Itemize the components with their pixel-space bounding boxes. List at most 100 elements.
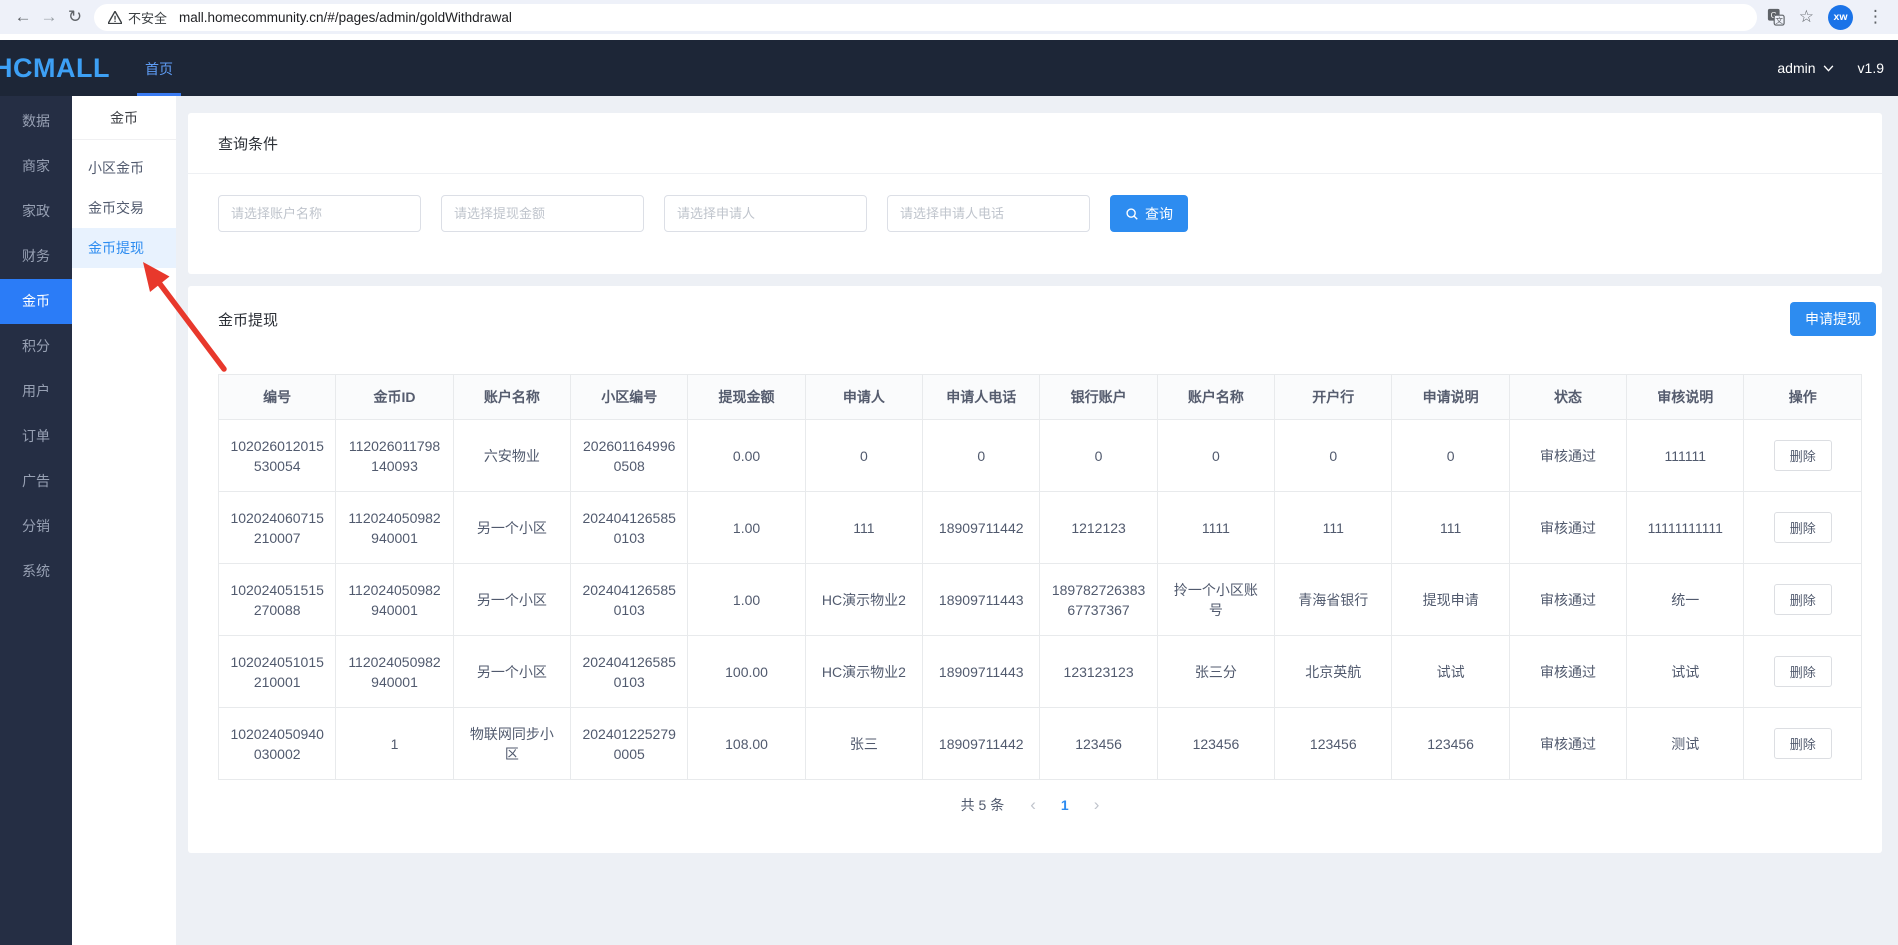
table-cell: 张三 bbox=[804, 707, 924, 780]
sidebar-item[interactable]: 系统 bbox=[22, 563, 50, 579]
submenu-item[interactable]: 小区金币 bbox=[88, 160, 144, 176]
column-header: 银行账户 bbox=[1039, 374, 1158, 420]
table-cell: 102024050940030002 bbox=[217, 707, 337, 780]
browser-menu-icon[interactable]: ⋮ bbox=[1867, 7, 1884, 26]
column-header: 金币ID bbox=[335, 374, 454, 420]
delete-button[interactable]: 删除 bbox=[1773, 440, 1832, 471]
query-input[interactable] bbox=[664, 195, 867, 232]
table-cell: 北京英航 bbox=[1274, 635, 1393, 708]
table-cell: 2026011649960508 bbox=[570, 419, 689, 492]
svg-text:文: 文 bbox=[1775, 15, 1783, 25]
table-cell: 102024051515270088 bbox=[217, 563, 337, 636]
sidebar-item[interactable]: 订单 bbox=[22, 428, 50, 444]
current-page[interactable]: 1 bbox=[1060, 797, 1069, 813]
table-cell: 另一个小区 bbox=[452, 635, 572, 708]
browser-chrome: ← → ↻ 不安全 mall.homecommunity.cn/#/pages/… bbox=[0, 0, 1898, 34]
sidebar-item[interactable]: 积分 bbox=[22, 338, 50, 354]
column-header: 小区编号 bbox=[570, 374, 689, 420]
browser-actions: G 文 ☆ xw ⋮ bbox=[1767, 4, 1888, 30]
prev-page-icon[interactable]: ‹ bbox=[1030, 795, 1036, 814]
query-panel: 查询条件 查询 bbox=[188, 113, 1882, 274]
bookmark-star-icon[interactable]: ☆ bbox=[1798, 7, 1814, 26]
table-cell: 另一个小区 bbox=[452, 563, 572, 636]
table-cell: 112024050982940001 bbox=[335, 635, 454, 708]
translate-icon[interactable]: G 文 bbox=[1767, 8, 1785, 26]
table-cell: 0 bbox=[1039, 419, 1158, 492]
table-cell: 2024041265850103 bbox=[570, 563, 689, 636]
sidebar-item[interactable]: 广告 bbox=[22, 473, 50, 489]
browser-profile-avatar[interactable]: xw bbox=[1828, 4, 1853, 30]
forward-icon[interactable]: → bbox=[40, 7, 58, 26]
secondary-sidebar: 金币 小区金币 金币交易 金币提现 bbox=[72, 96, 176, 945]
table-cell: 2024041265850103 bbox=[570, 635, 689, 708]
query-input[interactable] bbox=[441, 195, 644, 232]
query-input[interactable] bbox=[218, 195, 421, 232]
column-header: 状态 bbox=[1508, 374, 1628, 420]
reload-icon[interactable]: ↻ bbox=[67, 7, 83, 26]
column-header: 提现金额 bbox=[687, 374, 806, 420]
column-header: 账户名称 bbox=[1156, 374, 1276, 420]
submenu-item[interactable]: 金币提现 bbox=[72, 228, 176, 268]
next-page-icon[interactable]: › bbox=[1093, 795, 1100, 814]
table-cell: 审核通过 bbox=[1508, 563, 1628, 636]
table-cell: 123456 bbox=[1156, 707, 1276, 780]
table-cell: 123456 bbox=[1391, 707, 1510, 780]
table-cell: 六安物业 bbox=[452, 419, 572, 492]
sidebar-item[interactable]: 数据 bbox=[22, 113, 50, 129]
total-count-label: 共 5 条 bbox=[960, 797, 1005, 813]
back-icon[interactable]: ← bbox=[14, 7, 32, 26]
table-row: 102026012015530054 112026011798140093 六安物业… bbox=[217, 419, 1862, 492]
sidebar-item[interactable]: 分销 bbox=[22, 518, 50, 534]
table-cell: 111 bbox=[1391, 491, 1510, 564]
table-cell: 统一 bbox=[1626, 563, 1745, 636]
app-header: HCMALL 首页 admin v1.9 bbox=[0, 40, 1898, 96]
table-cell: 1111 bbox=[1156, 491, 1276, 564]
withdraw-panel-title: 金币提现 bbox=[218, 311, 279, 329]
column-header: 账户名称 bbox=[452, 374, 572, 420]
table-cell: 102026012015530054 bbox=[217, 419, 337, 492]
svg-text:G: G bbox=[1770, 11, 1776, 20]
withdraw-panel: 金币提现 申请提现 编号 金币ID 账户名称 小区编号 提现金额 申请人 申请人电话 银行账户… bbox=[188, 286, 1882, 853]
search-button[interactable]: 查询 bbox=[1110, 195, 1188, 232]
table-cell: 2024012252790005 bbox=[570, 707, 689, 780]
query-input[interactable] bbox=[887, 195, 1090, 232]
site-security-chip[interactable]: 不安全 bbox=[108, 8, 167, 27]
submenu-item[interactable]: 金币交易 bbox=[88, 200, 144, 216]
table-cell: 112026011798140093 bbox=[335, 419, 454, 492]
version-label: v1.9 bbox=[1857, 60, 1884, 76]
table-cell: 0.00 bbox=[687, 419, 806, 492]
sidebar-item[interactable]: 家政 bbox=[22, 203, 50, 219]
table-cell-actions: 删除 bbox=[1743, 563, 1862, 636]
table-cell: 108.00 bbox=[687, 707, 806, 780]
column-header: 编号 bbox=[217, 374, 337, 420]
table-cell: 112024050982940001 bbox=[335, 491, 454, 564]
withdraw-table: 编号 金币ID 账户名称 小区编号 提现金额 申请人 申请人电话 银行账户 账户名称 开户行 申请说… bbox=[217, 374, 1862, 780]
table-row: 102024051515270088 112024050982940001 另一个小… bbox=[217, 563, 1862, 636]
user-menu[interactable]: admin bbox=[1777, 60, 1833, 76]
tab-home[interactable]: 首页 bbox=[136, 40, 181, 96]
delete-button[interactable]: 删除 bbox=[1773, 656, 1832, 687]
table-cell: 0 bbox=[1274, 419, 1393, 492]
delete-button[interactable]: 删除 bbox=[1773, 584, 1832, 615]
sidebar-item[interactable]: 用户 bbox=[22, 383, 50, 399]
delete-button[interactable]: 删除 bbox=[1773, 512, 1832, 543]
table-cell: 123456 bbox=[1039, 707, 1158, 780]
delete-button[interactable]: 删除 bbox=[1773, 728, 1832, 759]
search-button-label: 查询 bbox=[1145, 205, 1173, 222]
url-bar[interactable]: 不安全 mall.homecommunity.cn/#/pages/admin/… bbox=[94, 3, 1757, 31]
table-cell-actions: 删除 bbox=[1743, 491, 1862, 564]
table-cell: 2024041265850103 bbox=[570, 491, 689, 564]
sidebar-item[interactable]: 金币 bbox=[0, 279, 72, 324]
sidebar-item[interactable]: 商家 bbox=[22, 158, 50, 174]
table-cell: 试试 bbox=[1626, 635, 1745, 708]
table-cell: 18909711443 bbox=[922, 635, 1041, 708]
table-cell: 1212123 bbox=[1039, 491, 1158, 564]
app-logo[interactable]: HCMALL bbox=[0, 52, 110, 83]
table-cell: 0 bbox=[1156, 419, 1276, 492]
apply-withdraw-button[interactable]: 申请提现 bbox=[1790, 302, 1876, 336]
bookmarks-strip bbox=[0, 34, 1898, 40]
table-cell: 111 bbox=[804, 491, 924, 564]
table-cell: 审核通过 bbox=[1508, 419, 1628, 492]
url-text: mall.homecommunity.cn/#/pages/admin/gold… bbox=[179, 9, 512, 25]
sidebar-item[interactable]: 财务 bbox=[22, 248, 50, 264]
